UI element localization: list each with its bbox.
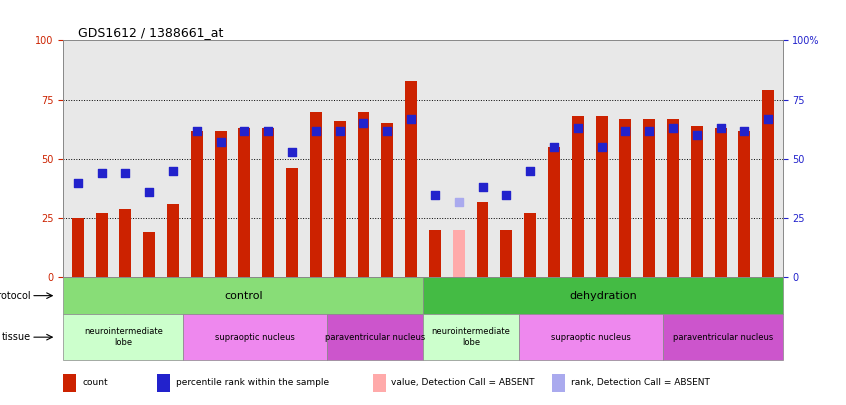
- Bar: [619, 119, 631, 277]
- Bar: [286, 168, 298, 277]
- Bar: [476, 202, 488, 277]
- Point: [381, 127, 394, 134]
- Text: neurointermediate
lobe: neurointermediate lobe: [431, 328, 510, 347]
- Text: rank, Detection Call = ABSENT: rank, Detection Call = ABSENT: [571, 378, 710, 387]
- Point: [690, 132, 704, 139]
- Text: percentile rank within the sample: percentile rank within the sample: [176, 378, 329, 387]
- Point: [190, 127, 204, 134]
- Point: [738, 127, 751, 134]
- Point: [714, 125, 728, 131]
- Bar: [382, 124, 393, 277]
- Text: count: count: [82, 378, 107, 387]
- Bar: [262, 128, 274, 277]
- Bar: [667, 119, 679, 277]
- Text: tissue: tissue: [2, 332, 31, 342]
- Bar: [762, 90, 774, 277]
- Bar: [333, 121, 346, 277]
- Text: dehydration: dehydration: [569, 291, 637, 301]
- Bar: [63, 277, 423, 314]
- Bar: [239, 128, 250, 277]
- Bar: [525, 213, 536, 277]
- Bar: [596, 116, 607, 277]
- Point: [404, 115, 418, 122]
- Point: [238, 127, 251, 134]
- Text: control: control: [224, 291, 262, 301]
- Bar: [643, 119, 655, 277]
- Bar: [327, 314, 423, 360]
- Point: [285, 149, 299, 155]
- Bar: [691, 126, 703, 277]
- Point: [524, 168, 537, 174]
- Text: neurointermediate
lobe: neurointermediate lobe: [84, 328, 162, 347]
- Text: protocol: protocol: [0, 291, 31, 301]
- Point: [475, 184, 489, 191]
- Bar: [423, 277, 783, 314]
- Text: GDS1612 / 1388661_at: GDS1612 / 1388661_at: [78, 26, 223, 39]
- Point: [332, 127, 346, 134]
- Bar: [662, 314, 783, 360]
- Bar: [429, 230, 441, 277]
- Bar: [715, 128, 727, 277]
- Text: paraventricular nucleus: paraventricular nucleus: [673, 333, 772, 342]
- Point: [142, 189, 156, 195]
- Text: supraoptic nucleus: supraoptic nucleus: [215, 333, 295, 342]
- Point: [214, 139, 228, 146]
- Point: [118, 170, 132, 177]
- Point: [667, 125, 680, 131]
- Point: [500, 191, 514, 198]
- Bar: [358, 111, 370, 277]
- Bar: [184, 314, 327, 360]
- Bar: [143, 232, 155, 277]
- Bar: [167, 204, 179, 277]
- Point: [642, 127, 656, 134]
- Bar: [500, 230, 513, 277]
- Bar: [572, 116, 584, 277]
- Point: [261, 127, 275, 134]
- Bar: [405, 81, 417, 277]
- Bar: [63, 373, 76, 392]
- Bar: [191, 130, 203, 277]
- Point: [618, 127, 632, 134]
- Point: [761, 115, 775, 122]
- Point: [547, 144, 561, 150]
- Point: [452, 198, 465, 205]
- Bar: [96, 213, 107, 277]
- Text: supraoptic nucleus: supraoptic nucleus: [551, 333, 631, 342]
- Point: [71, 179, 85, 186]
- Bar: [63, 314, 184, 360]
- Text: value, Detection Call = ABSENT: value, Detection Call = ABSENT: [392, 378, 535, 387]
- Bar: [519, 314, 662, 360]
- Bar: [453, 230, 464, 277]
- Bar: [739, 130, 750, 277]
- Point: [309, 127, 322, 134]
- Bar: [310, 111, 321, 277]
- Bar: [552, 373, 565, 392]
- Point: [428, 191, 442, 198]
- Point: [571, 125, 585, 131]
- Point: [357, 120, 371, 127]
- Bar: [119, 209, 131, 277]
- Bar: [372, 373, 386, 392]
- Bar: [548, 147, 560, 277]
- Point: [166, 168, 179, 174]
- Point: [595, 144, 608, 150]
- Text: paraventricular nucleus: paraventricular nucleus: [325, 333, 426, 342]
- Point: [95, 170, 108, 177]
- Bar: [423, 314, 519, 360]
- Bar: [215, 130, 227, 277]
- Bar: [72, 218, 84, 277]
- Bar: [157, 373, 170, 392]
